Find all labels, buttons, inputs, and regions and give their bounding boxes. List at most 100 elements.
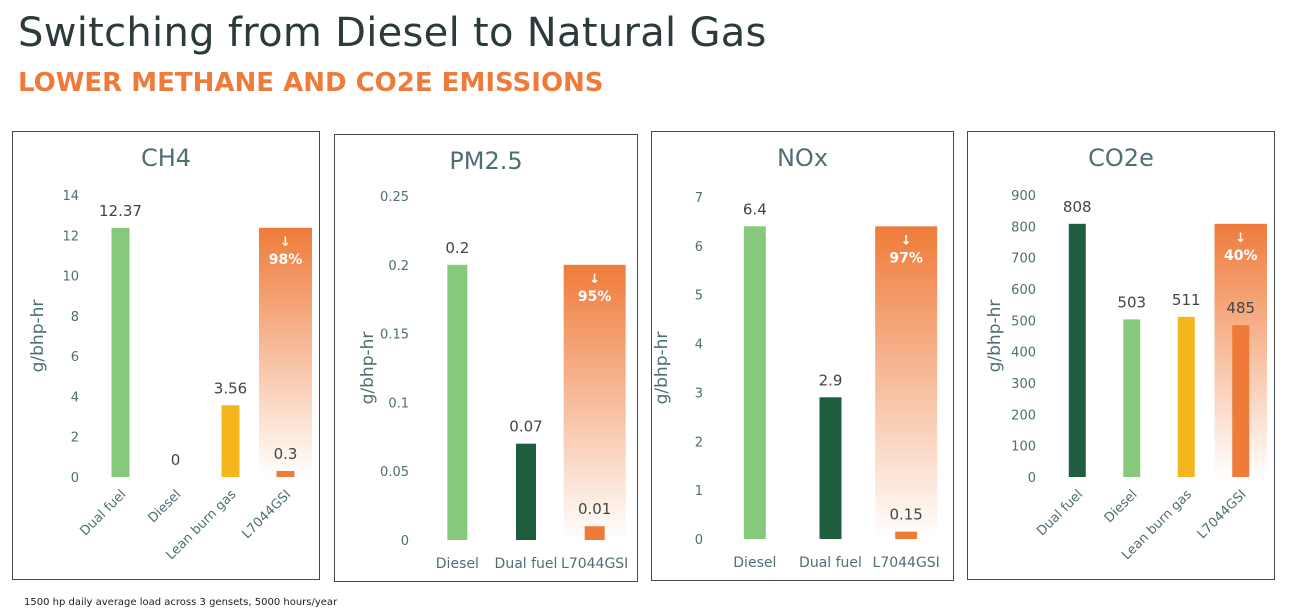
y-tick-label: 700: [1011, 252, 1036, 267]
data-label: 2.9: [819, 371, 843, 389]
chart-ch4: CH4 g/bhp-hr 0 2 4 6 8 10 12 14 12.37 0 3.56 0.3 ↓ 98% D…: [28, 144, 312, 563]
y-tick-label: 6: [695, 240, 703, 255]
y-tick-label: 2: [71, 431, 79, 446]
reduction-label: 97%: [889, 250, 923, 266]
y-tick-label: 2: [695, 435, 703, 450]
bar: [743, 226, 766, 540]
y-tick-label: 4: [695, 338, 703, 353]
x-tick-label: Dual fuel: [77, 487, 129, 539]
chart-title: CH4: [141, 144, 191, 172]
y-tick-label: 1: [695, 484, 703, 499]
page-title: Switching from Diesel to Natural Gas: [18, 10, 767, 56]
bar: [276, 470, 295, 477]
y-tick-label: 200: [1011, 408, 1036, 423]
y-tick-label: 300: [1011, 377, 1036, 392]
x-tick-label: Dual fuel: [1034, 487, 1086, 539]
chart-title: CO2e: [1088, 144, 1154, 172]
y-tick-label: 14: [62, 189, 79, 204]
chart-panel-nox: NOx g/bhp-hr 0 1 2 3 4 5 6 7 6.4 2.9 0.15 ↓ 97% Diesel D…: [651, 131, 954, 581]
y-axis-label: g/bhp-hr: [652, 332, 672, 405]
x-tick-label: Diesel: [145, 487, 184, 526]
y-tick-label: 8: [71, 310, 79, 325]
y-tick-label: 0: [401, 534, 409, 549]
bar: [1177, 316, 1195, 477]
bar: [1123, 319, 1141, 477]
bar: [111, 227, 130, 477]
down-arrow-icon: ↓: [901, 233, 912, 248]
bar: [819, 397, 842, 539]
y-axis-label: g/bhp-hr: [985, 300, 1005, 373]
y-tick-label: 7: [695, 191, 703, 206]
reduction-gradient: [259, 227, 312, 477]
y-tick-label: 400: [1011, 346, 1036, 361]
data-label: 0.3: [274, 445, 298, 463]
x-tick-label: L7044GSI: [240, 487, 295, 542]
y-tick-label: 3: [695, 386, 703, 401]
y-tick-label: 0.15: [380, 328, 409, 343]
y-tick-label: 0.05: [380, 465, 409, 480]
y-tick-label: 4: [71, 390, 79, 405]
chart-pm25: PM2.5 g/bhp-hr 0 0.05 0.1 0.15 0.2 0.25 0.2 0.07 0…: [358, 147, 628, 572]
y-tick-label: 900: [1011, 189, 1036, 204]
footnote: 1500 hp daily average load across 3 gens…: [24, 597, 338, 608]
data-label: 511: [1172, 291, 1201, 309]
data-label: 0.15: [889, 506, 922, 524]
y-tick-label: 0: [1028, 471, 1036, 486]
reduction-label: 40%: [1224, 248, 1258, 264]
y-tick-label: 800: [1011, 220, 1036, 235]
bar: [221, 405, 240, 477]
x-tick-label: Dual fuel: [495, 556, 558, 572]
x-tick-label: Diesel: [733, 555, 776, 571]
y-tick-label: 600: [1011, 283, 1036, 298]
data-label: 503: [1117, 293, 1146, 311]
y-tick-label: 0.25: [380, 190, 409, 205]
bar: [447, 264, 468, 540]
bar: [516, 443, 536, 540]
bar: [1232, 325, 1250, 477]
bar: [584, 526, 605, 540]
chart-co2e: CO2e g/bhp-hr 0 100 200 300 400 500 600 700 800 900…: [985, 144, 1267, 563]
data-label: 0.01: [578, 500, 611, 518]
bar: [895, 531, 918, 539]
y-tick-label: 12: [62, 229, 79, 244]
chart-nox: NOx g/bhp-hr 0 1 2 3 4 5 6 7 6.4 2.9 0.15 ↓ 97% Diesel D…: [652, 144, 940, 571]
reduction-label: 95%: [578, 289, 612, 305]
x-tick-label: Dual fuel: [799, 555, 862, 571]
y-tick-label: 0: [71, 471, 79, 486]
x-tick-label: L7044GSI: [873, 555, 940, 571]
chart-title: PM2.5: [449, 147, 522, 175]
x-tick-label: L7044GSI: [1195, 487, 1250, 542]
y-tick-label: 0.1: [388, 396, 409, 411]
y-tick-label: 0: [695, 533, 703, 548]
y-tick-label: 10: [62, 270, 79, 285]
chart-panel-ch4: CH4 g/bhp-hr 0 2 4 6 8 10 12 14 12.37 0 3.56 0.3 ↓ 98% D…: [12, 131, 320, 580]
y-tick-label: 0.2: [388, 259, 409, 274]
y-tick-label: 6: [71, 350, 79, 365]
chart-panel-co2e: CO2e g/bhp-hr 0 100 200 300 400 500 600 700 800 900…: [967, 131, 1275, 580]
y-tick-label: 5: [695, 289, 703, 304]
down-arrow-icon: ↓: [280, 235, 291, 250]
page-subtitle: LOWER METHANE AND CO2E EMISSIONS: [18, 68, 604, 98]
data-label: 485: [1226, 299, 1255, 317]
x-tick-label: Diesel: [1102, 487, 1141, 526]
data-label: 12.37: [99, 202, 142, 220]
chart-panel-pm25: PM2.5 g/bhp-hr 0 0.05 0.1 0.15 0.2 0.25 0.2 0.07 0…: [334, 134, 638, 582]
data-label: 0.2: [445, 239, 469, 257]
bar: [1068, 223, 1086, 477]
x-tick-label: Diesel: [436, 556, 479, 572]
y-tick-label: 100: [1011, 440, 1036, 455]
y-axis-label: g/bhp-hr: [28, 300, 48, 373]
y-tick-label: 500: [1011, 314, 1036, 329]
data-label: 808: [1063, 198, 1092, 216]
reduction-gradient: [563, 264, 626, 540]
chart-title: NOx: [777, 144, 828, 172]
reduction-gradient: [875, 226, 938, 540]
data-label: 0: [171, 451, 181, 469]
data-label: 3.56: [214, 379, 247, 397]
down-arrow-icon: ↓: [589, 272, 600, 287]
x-tick-label: L7044GSI: [561, 556, 628, 572]
data-label: 6.4: [743, 200, 767, 218]
down-arrow-icon: ↓: [1235, 231, 1246, 246]
y-axis-label: g/bhp-hr: [358, 332, 378, 405]
reduction-label: 98%: [269, 252, 303, 268]
